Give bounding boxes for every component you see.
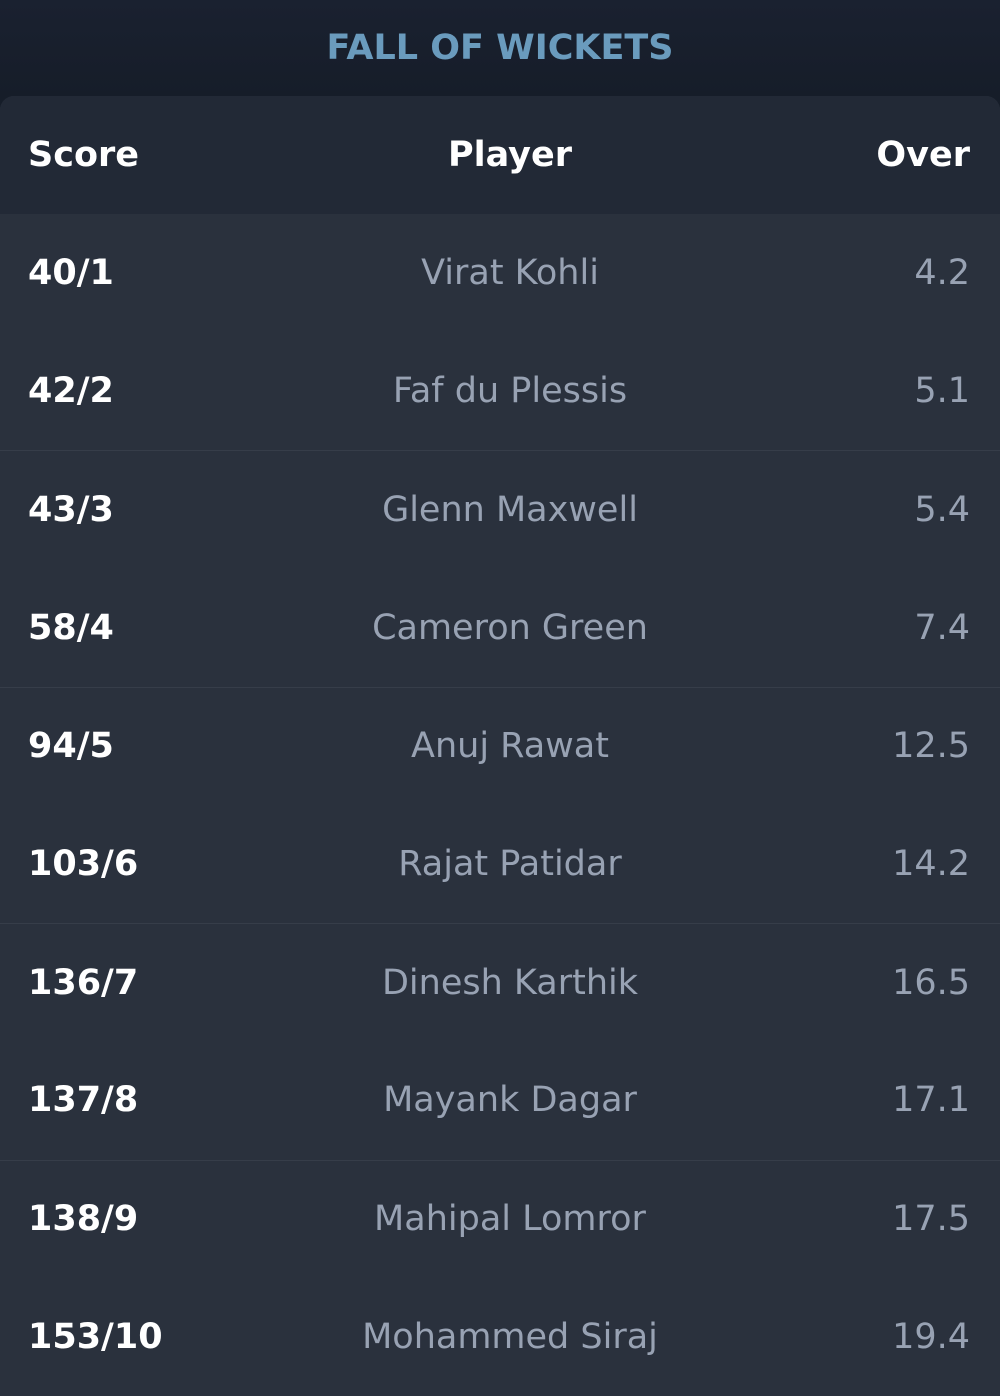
player-cell: Faf du Plessis [392, 371, 628, 412]
score-cell: 43/3 [28, 489, 114, 530]
over-cell: 7.4 [914, 607, 970, 648]
table-row: 40/1 Virat Kohli 4.2 [0, 214, 1000, 332]
table-row: 58/4 Cameron Green 7.4 [0, 569, 1000, 687]
score-cell: 103/6 [28, 844, 139, 885]
over-cell: 12.5 [892, 726, 970, 767]
over-cell: 4.2 [914, 253, 970, 294]
table-row: 136/7 Dinesh Karthik 16.5 [0, 923, 1000, 1041]
player-cell: Mohammed Siraj [362, 1316, 658, 1357]
over-cell: 16.5 [892, 962, 970, 1003]
title-bar: FALL OF WICKETS [0, 0, 1000, 96]
column-header-player: Player [447, 135, 572, 175]
score-cell: 137/8 [28, 1080, 139, 1121]
player-cell: Rajat Patidar [398, 844, 622, 885]
over-cell: 17.1 [892, 1080, 970, 1121]
table-row: 138/9 Mahipal Lomror 17.5 [0, 1159, 1000, 1278]
score-cell: 58/4 [28, 607, 114, 648]
score-cell: 40/1 [28, 253, 114, 294]
score-cell: 153/10 [28, 1316, 163, 1357]
table-row: 42/2 Faf du Plessis 5.1 [0, 332, 1000, 450]
score-cell: 94/5 [28, 726, 114, 767]
over-cell: 5.4 [914, 489, 970, 530]
player-cell: Anuj Rawat [411, 726, 609, 767]
table-row: 137/8 Mayank Dagar 17.1 [0, 1041, 1000, 1159]
wickets-table: Score Player Over 40/1 Virat Kohli 4.2 4… [0, 96, 1000, 1396]
column-header-over: Over [876, 135, 970, 175]
player-cell: Dinesh Karthik [381, 962, 638, 1003]
player-cell: Mahipal Lomror [374, 1199, 646, 1240]
over-cell: 17.5 [892, 1199, 970, 1240]
over-cell: 19.4 [892, 1316, 970, 1357]
score-cell: 42/2 [28, 371, 114, 412]
table-row: 94/5 Anuj Rawat 12.5 [0, 686, 1000, 805]
score-cell: 138/9 [28, 1199, 139, 1240]
player-cell: Glenn Maxwell [382, 489, 638, 530]
table-row: 103/6 Rajat Patidar 14.2 [0, 805, 1000, 923]
table-row: 153/10 Mohammed Siraj 19.4 [0, 1278, 1000, 1396]
player-cell: Virat Kohli [421, 253, 599, 294]
player-cell: Mayank Dagar [383, 1080, 637, 1121]
over-cell: 14.2 [892, 844, 970, 885]
table-header: Score Player Over [0, 96, 1000, 214]
table-row: 43/3 Glenn Maxwell 5.4 [0, 450, 1000, 568]
score-cell: 136/7 [28, 962, 139, 1003]
over-cell: 5.1 [914, 371, 970, 412]
player-cell: Cameron Green [372, 607, 648, 648]
page-title: FALL OF WICKETS [326, 28, 674, 68]
column-header-score: Score [28, 135, 139, 175]
table-body: 40/1 Virat Kohli 4.2 42/2 Faf du Plessis… [0, 214, 1000, 1396]
